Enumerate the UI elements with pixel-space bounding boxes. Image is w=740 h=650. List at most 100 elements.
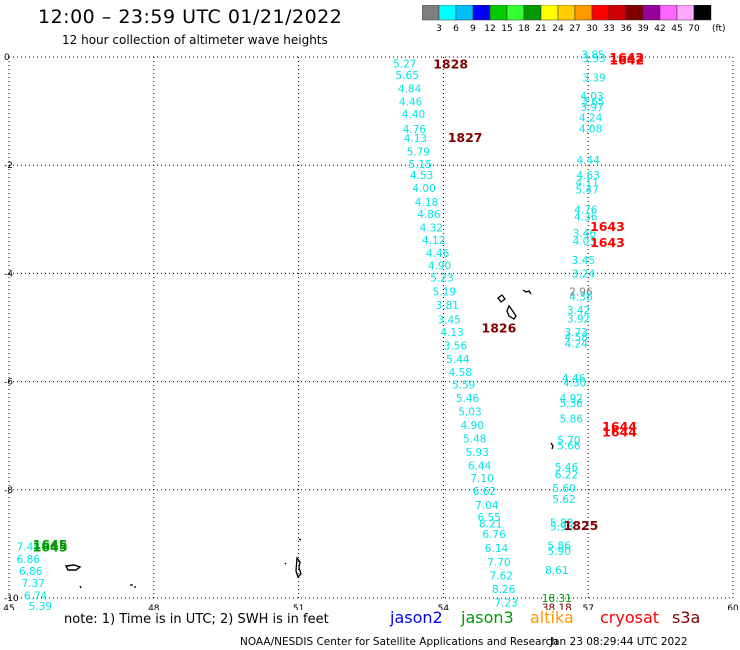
satellite-legend-altika: altika [530,608,574,627]
island-outline [79,585,82,589]
wave-height-value: 4.32 [420,222,443,234]
pass-time-label: 1645 [33,537,68,552]
wave-height-value: 3.39 [582,73,605,85]
longitude-tick-label: 57 [582,604,593,610]
wave-height-value: 7.10 [470,473,493,485]
pass-time-label: 1828 [433,56,468,71]
wave-height-value: 5.86 [548,541,572,553]
wave-height-value: 3.45 [437,314,460,326]
wave-height-value: 5.62 [552,494,575,506]
wave-height-value: 8.61 [545,565,568,577]
wave-height-value: 4.53 [410,170,433,182]
wave-height-value: 4.40 [402,109,425,121]
latitude-tick-label: -6 [4,378,13,388]
wave-height-value: 4.00 [412,183,435,195]
wave-height-value: 4.58 [449,367,472,379]
island-outline [506,304,517,320]
colorbar-tick-label: 21 [535,24,546,34]
wave-height-value: 4.18 [415,197,438,209]
wave-height-value: 4.76 [574,205,598,217]
island-outline [522,289,532,295]
wave-height-value: 5.27 [393,58,416,70]
wave-height-value: 5.46 [456,393,480,405]
satellite-legend-jason3: jason3 [461,608,514,627]
wave-height-value: 5.39 [29,601,52,610]
pass-time-label: 1643 [590,219,625,234]
wave-height-value: 4.44 [577,155,601,167]
island-outline [550,442,554,450]
wave-height-value: 38.18 [542,603,572,610]
wave-height-value: 7.37 [21,578,44,590]
wave-height-value: 4.76 [403,124,427,136]
wave-track: 3.853.533.394.033.653.974.244.084.444.63… [542,49,606,610]
colorbar-tick-label: 39 [637,24,649,34]
wave-height-value: 6.22 [555,470,578,482]
altimeter-map: 45 48 51 54 57 600-2-4-6-8-10 5.275.654.844.4… [3,49,739,610]
latitude-tick-label: -4 [4,269,13,279]
wave-height-value: 4.08 [579,123,602,135]
wave-height-value: 5.15 [409,159,432,171]
pass-time-label: 1642 [609,53,644,68]
pass-time-label: 1644 [602,419,637,434]
wave-height-value: 3.81 [436,300,459,312]
wave-height-value: 7.62 [490,570,513,582]
wave-height-value: 4.24 [579,113,603,125]
wave-height-value: 7.23 [494,597,517,609]
wave-height-value: 3.42 [567,305,590,317]
wave-height-value: 3.73 [564,327,587,339]
wave-height-value: 5.96 [550,522,574,534]
island-outline [298,538,302,541]
wave-height-value: 3.85 [581,49,604,61]
island-outline [130,584,136,588]
wave-height-value: 5.23 [430,273,453,285]
colorbar-legend: 3 6 9 12 15 18 21 24 27 30 33 36 39 42 45 70 (ft) [422,5,726,34]
colorbar-tick-label: 15 [501,24,512,34]
wave-height-value: 5.93 [465,447,488,459]
wave-height-value: 3.97 [580,102,603,114]
wave-height-value: 3.53 [582,53,605,65]
wave-height-value: 6.86 [19,566,43,578]
wave-height-value: 3.56 [444,340,468,352]
wave-height-value: 6.62 [473,486,496,498]
colorbar-swatch [693,5,712,21]
wave-height-value: 4.36 [569,292,593,304]
colorbar-tick-label: 33 [603,24,614,34]
wave-height-value: 4.03 [573,236,596,248]
wave-track: 5.275.654.844.464.404.764.135.795.154.53… [393,58,518,609]
wave-height-value: 5.44 [446,354,470,366]
wave-height-value: 4.63 [577,170,600,182]
colorbar-swatches [422,5,712,21]
colorbar-tick-label: 30 [586,24,598,34]
wave-height-value: 7.70 [487,557,510,569]
page-title: 12:00 – 23:59 UTC 01/21/2022 [38,6,343,28]
wave-height-value: 6.76 [482,529,506,541]
island-outline [284,562,287,565]
pass-time-label: 1826 [482,321,517,336]
latitude-tick-label: -2 [4,161,13,171]
longitude-tick-label: 48 [148,604,160,610]
wave-height-value: 4.84 [398,83,422,95]
satellite-legend-jason2: jason2 [390,608,443,627]
wave-height-value: 3.24 [572,268,596,280]
colorbar-tick-label: 3 [436,24,442,34]
wave-height-value: 18.31 [542,593,572,605]
time-labels: 1828182718261825164216421643164316441644… [33,50,645,555]
wave-height-value: 8.21 [479,518,502,530]
colorbar-tick-label: 12 [484,24,495,34]
map-axis-labels: 45 48 51 54 57 60 0 -2 -4 -6 -8 -10 [3,53,739,610]
wave-height-value: 4.46 [562,373,586,385]
wave-height-value: 5.90 [548,546,571,558]
wave-height-value: 5.48 [463,433,486,445]
wave-height-value: 2.96 [569,286,593,298]
colorbar-tick-label: 9 [470,24,476,34]
island-outline [497,294,506,303]
colorbar-tick-label: 45 [671,24,682,34]
island-outline [64,564,82,571]
wave-height-tracks: 5.275.654.844.464.404.764.135.795.154.53… [17,49,606,610]
pass-time-label: 1825 [564,518,599,533]
footnote: note: 1) Time is in UTC; 2) SWH is in fe… [64,612,329,627]
map-grid [8,56,734,599]
wave-height-value: 5.70 [557,435,580,447]
wave-height-value: 5.36 [560,398,584,410]
wave-height-value: 4.30 [563,378,586,390]
